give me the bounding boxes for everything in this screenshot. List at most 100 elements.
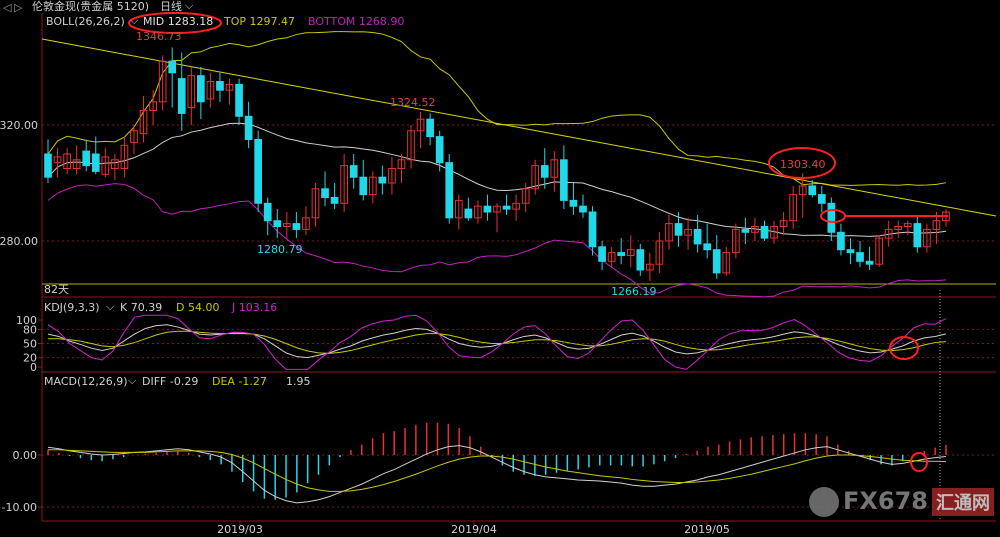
highlight-circle <box>889 336 919 360</box>
x-tick-label: 2019/05 <box>684 523 730 536</box>
watermark-cn: 汇通网 <box>932 488 994 516</box>
candle <box>798 185 807 196</box>
candle <box>540 165 549 178</box>
candle <box>388 168 396 184</box>
kdj-legend-name[interactable]: KDJ(9,3,3) <box>44 301 100 314</box>
candle <box>139 110 148 135</box>
macd-diff-line <box>47 445 947 504</box>
watermark-brand: FX678 <box>843 487 928 515</box>
candle <box>521 188 530 204</box>
candle <box>770 226 778 239</box>
symbol-title: 伦敦金现(贵金属 5120) <box>32 0 150 13</box>
days-label: 82天 <box>44 283 69 296</box>
candle <box>579 205 587 213</box>
candle <box>712 249 721 274</box>
candle <box>588 211 597 248</box>
candle <box>903 223 912 228</box>
candle <box>101 156 110 175</box>
candle <box>751 226 759 233</box>
chevron-down-icon[interactable]: ⌵ <box>130 14 139 27</box>
kdj-d-line <box>48 330 947 354</box>
candle <box>779 220 788 227</box>
y-tick-label: 1320.00 <box>0 119 38 132</box>
candle <box>244 115 253 141</box>
candle <box>130 130 138 143</box>
macd-y-tick-label: 0.00 <box>13 449 38 462</box>
kdj-y-tick-label: 20 <box>23 352 37 365</box>
highlight-circle <box>910 452 928 472</box>
candle <box>91 153 100 172</box>
candle <box>149 101 157 112</box>
candle <box>646 263 654 271</box>
candle <box>359 176 368 196</box>
candle <box>789 194 797 222</box>
candle <box>569 199 578 207</box>
candle <box>397 159 406 170</box>
candle <box>120 144 129 170</box>
candle <box>512 202 520 210</box>
back-arrow-icon[interactable]: ◁ <box>3 1 12 14</box>
candle <box>846 249 855 254</box>
candle <box>913 223 922 248</box>
boll-legend-name[interactable]: BOLL(26,26,2) <box>46 15 125 28</box>
candle <box>254 139 263 204</box>
candle <box>311 188 320 219</box>
candle <box>636 249 645 271</box>
candle <box>703 243 712 251</box>
forward-arrow-icon[interactable]: ▷ <box>14 1 23 14</box>
candle <box>617 252 626 257</box>
candle <box>273 220 282 227</box>
candle <box>340 165 348 204</box>
candle <box>158 60 167 103</box>
x-tick-label: 2019/03 <box>217 523 263 536</box>
candle <box>808 185 817 196</box>
candle <box>722 252 731 274</box>
watermark-logo: FX678 汇通网 <box>809 487 994 517</box>
annotation-high-3: 1303.40 <box>780 158 826 171</box>
chevron-down-icon[interactable]: ⌵ <box>128 374 137 387</box>
candle <box>684 228 692 236</box>
highlight-circle <box>128 12 222 34</box>
candle <box>292 223 301 230</box>
candle <box>665 223 673 242</box>
candle <box>225 83 234 91</box>
highlight-circle <box>768 147 836 179</box>
candle <box>932 220 941 230</box>
chevron-down-icon[interactable]: ⌵ <box>106 300 115 313</box>
candle <box>741 228 750 233</box>
candle <box>416 118 425 132</box>
candle <box>206 81 215 100</box>
boll-top-line <box>47 31 947 186</box>
annotation-high-2: 1324.52 <box>390 96 436 109</box>
candle <box>44 153 52 178</box>
macd-y-tick-label: -10.00 <box>2 501 37 514</box>
kdj-k-line <box>47 324 947 359</box>
annotation-low-2: 1266.19 <box>611 285 657 298</box>
kdj-k-label: K 70.39 <box>120 301 163 314</box>
candle <box>321 188 329 199</box>
candle <box>837 231 845 251</box>
brand-badge-icon <box>809 487 839 517</box>
candle <box>464 208 473 219</box>
boll-bottom-label: BOTTOM 1268.90 <box>308 15 405 28</box>
period-selector[interactable]: 日线 <box>160 0 182 13</box>
candle <box>216 81 224 91</box>
candle <box>607 252 616 262</box>
candle <box>493 205 501 213</box>
x-tick-label: 2019/04 <box>451 523 497 536</box>
candle <box>894 226 903 230</box>
kdj-y-tick-label: 100 <box>16 314 37 327</box>
candle <box>474 205 482 219</box>
kdj-y-tick-label: 80 <box>23 323 37 336</box>
candle <box>435 136 444 164</box>
candle <box>72 159 81 170</box>
candle <box>63 153 71 169</box>
candle <box>731 228 740 254</box>
candle <box>856 252 864 262</box>
kdj-y-tick-label: 50 <box>23 338 37 351</box>
macd-legend-name[interactable]: MACD(12,26,9) <box>44 375 128 388</box>
chevron-down-icon[interactable]: ⌵ <box>185 0 194 12</box>
y-tick-label: 1280.00 <box>0 235 38 248</box>
title-bar: ◁ ▷ 伦敦金现(贵金属 5120) 日线 ⌵ <box>0 0 1000 14</box>
